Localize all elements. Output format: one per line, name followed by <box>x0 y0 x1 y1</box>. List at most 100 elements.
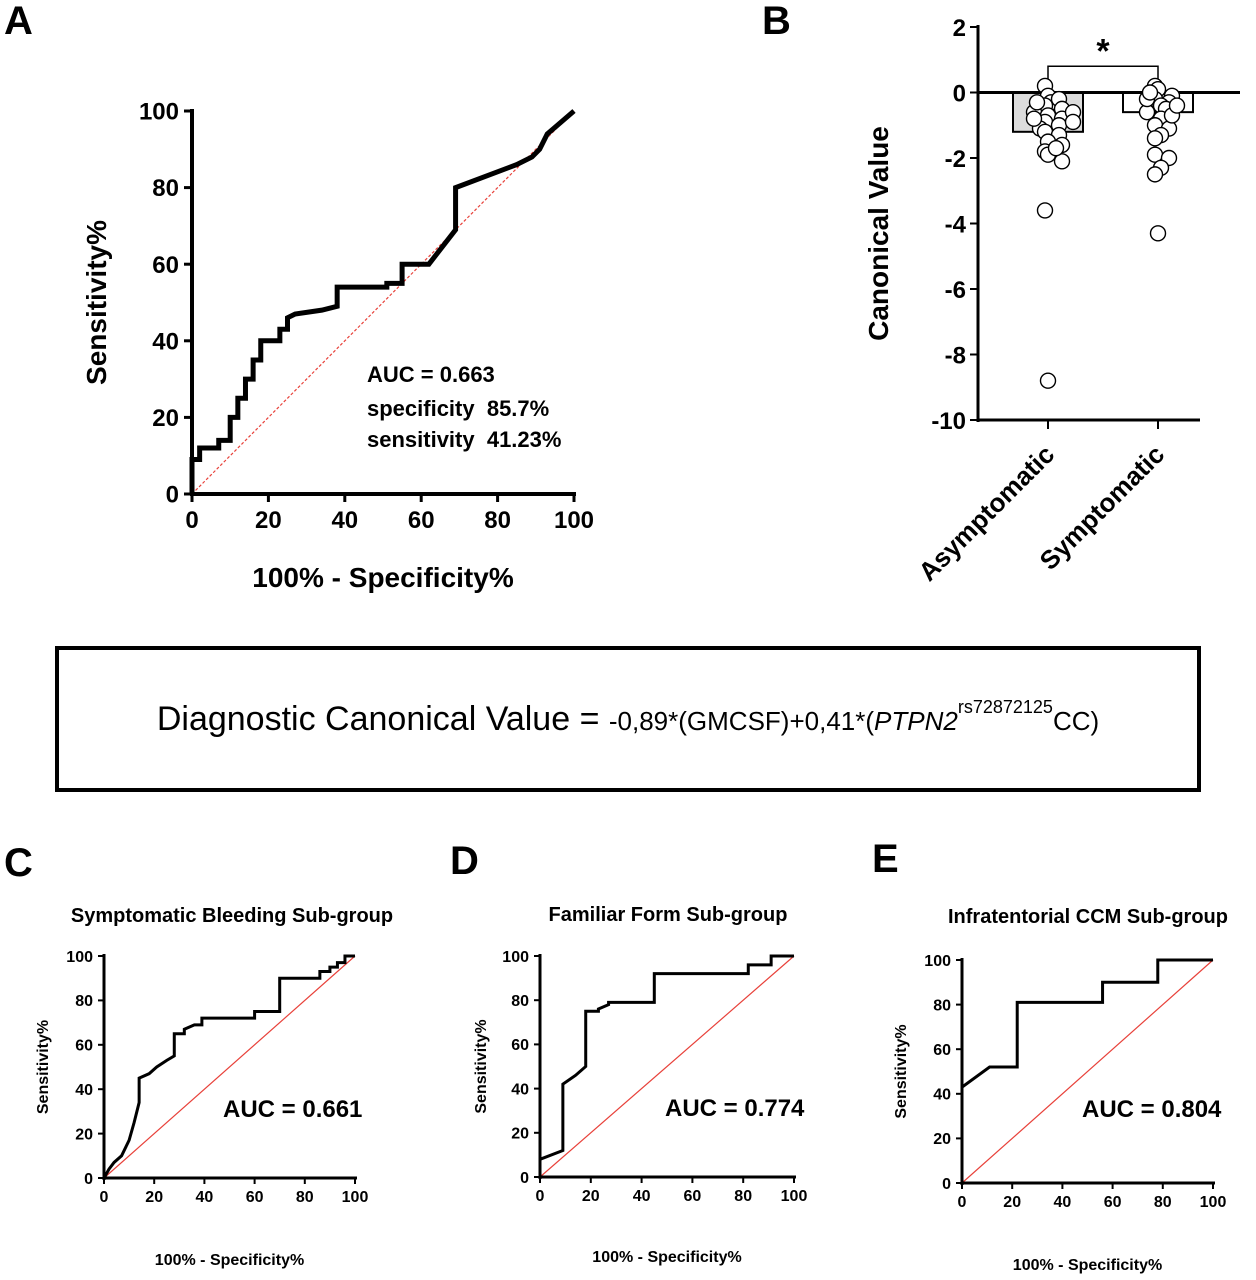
roc-curve <box>102 954 355 1179</box>
x-tick-label: 100 <box>781 1188 808 1205</box>
y-tick-label: 20 <box>511 1126 529 1143</box>
y-axis-label: Sensitivity% <box>473 1019 490 1113</box>
data-point <box>1025 110 1043 127</box>
equation-prefix: Diagnostic Canonical Value = <box>156 699 609 738</box>
y-tick-label: 20 <box>75 1126 93 1143</box>
y-tick-label: 40 <box>511 1081 529 1098</box>
x-tick-label: 100 <box>342 1189 369 1206</box>
diagonal-reference-line <box>103 955 356 1179</box>
x-tick-label: 20 <box>1003 1194 1021 1211</box>
y-tick-label: 100 <box>66 949 93 966</box>
x-category-label: Asymptomatic <box>912 439 1060 587</box>
annotation-label: AUC = 0.774 <box>665 1095 805 1122</box>
equation-gene: PTPN2 <box>874 705 958 736</box>
annotation-label: AUC = 0.804 <box>1082 1096 1222 1123</box>
y-tick-label: -10 <box>931 408 966 435</box>
x-tick-label: 60 <box>684 1188 702 1205</box>
annotation-label: specificity 85.7% <box>367 396 549 421</box>
y-axis-label: Sensitivity% <box>893 1024 910 1118</box>
x-tick-label: 80 <box>1154 1194 1172 1211</box>
chart-title: Familiar Form Sub-group <box>549 904 788 926</box>
x-tick-label: 0 <box>185 507 198 534</box>
data-point <box>1064 113 1082 131</box>
x-axis-label: 100% - Specificity% <box>155 1252 304 1269</box>
x-tick-label: 40 <box>1054 1194 1072 1211</box>
roc-chart-e: 0 20 40 60 80 100 0 20 40 60 80 100 100% - Specifici… <box>893 906 1228 1274</box>
x-tick-label: 0 <box>958 1194 967 1211</box>
x-tick-label: 80 <box>296 1189 314 1206</box>
annotation-label: AUC = 0.663 <box>367 362 495 387</box>
y-tick-label: 100 <box>924 953 951 970</box>
y-tick-label: -4 <box>945 212 967 239</box>
x-tick-label: 100 <box>554 507 594 534</box>
y-tick-label: 40 <box>152 328 179 355</box>
significance-star: * <box>1096 32 1110 70</box>
y-tick-label: 80 <box>152 175 179 202</box>
y-tick-label: 100 <box>502 949 529 966</box>
x-tick-label: 60 <box>246 1189 264 1206</box>
x-axis-label: 100% - Specificity% <box>1013 1257 1162 1274</box>
y-tick-label: 40 <box>933 1087 951 1104</box>
y-tick-label: 20 <box>933 1131 951 1148</box>
data-point <box>1028 94 1046 111</box>
panel-letter-c: C <box>4 841 33 885</box>
x-tick-label: 100 <box>1200 1194 1227 1211</box>
y-axis-label: Sensitivity% <box>35 1020 52 1114</box>
y-tick-label: 60 <box>75 1038 93 1055</box>
y-tick-label: -2 <box>945 146 966 173</box>
y-axis-label: Canonical Value <box>863 126 894 341</box>
panel-letter-e: E <box>872 837 899 881</box>
x-axis-label: 100% - Specificity% <box>252 562 514 593</box>
data-point <box>1053 153 1071 170</box>
roc-curve <box>960 958 1213 1183</box>
y-tick-label: 0 <box>84 1171 93 1188</box>
roc-chart-c: 0 20 40 60 80 100 0 20 40 60 80 100 100% - Specifici… <box>35 905 393 1269</box>
data-point <box>1141 84 1159 101</box>
y-tick-label: 80 <box>75 993 93 1010</box>
roc-chart-d: 0 20 40 60 80 100 0 20 40 60 80 100 100% - Specifici… <box>473 904 807 1266</box>
data-point <box>1146 166 1164 183</box>
annotation-label: AUC = 0.661 <box>223 1096 362 1123</box>
x-tick-label: 20 <box>582 1188 600 1205</box>
equation-genotype: CC) <box>1052 705 1100 736</box>
roc-curve <box>538 954 794 1177</box>
data-point <box>1047 139 1065 157</box>
x-tick-label: 0 <box>536 1188 545 1205</box>
x-tick-label: 40 <box>331 507 358 534</box>
x-tick-label: 20 <box>145 1189 163 1206</box>
y-tick-label: 80 <box>933 997 951 1014</box>
chart-title: Symptomatic Bleeding Sub-group <box>71 905 393 927</box>
y-tick-label: 60 <box>933 1042 951 1059</box>
data-point <box>1168 97 1186 114</box>
data-point <box>1149 225 1167 242</box>
equation-box: Diagnostic Canonical Value = -0,89*(GMCS… <box>55 646 1201 792</box>
x-tick-label: 40 <box>196 1189 214 1206</box>
y-tick-label: 100 <box>139 99 179 126</box>
x-axis-label: 100% - Specificity% <box>592 1249 741 1266</box>
y-axis-label: Sensitivity% <box>81 220 112 385</box>
x-tick-label: 0 <box>100 1189 109 1206</box>
y-tick-label: 80 <box>511 993 529 1010</box>
scatter-chart-b: 20-2-4-6-8-10AsymptomaticSymptomaticCano… <box>863 15 1240 587</box>
diagonal-reference-line <box>961 959 1214 1184</box>
roc-curve <box>189 109 576 494</box>
y-tick-label: 60 <box>152 252 179 279</box>
x-tick-label: 80 <box>484 507 511 534</box>
y-tick-label: 40 <box>75 1082 93 1099</box>
panel-letter-b: B <box>762 0 791 43</box>
equation-coefficients: -0,89*(GMCSF)+0,41*( <box>608 705 875 736</box>
diagonal-reference-line <box>191 110 575 495</box>
x-tick-label: 40 <box>633 1188 651 1205</box>
chart-title: Infratentorial CCM Sub-group <box>948 906 1228 928</box>
x-tick-label: 60 <box>1104 1194 1122 1211</box>
y-tick-label: 60 <box>511 1037 529 1054</box>
x-tick-label: 80 <box>734 1188 752 1205</box>
y-tick-label: 0 <box>166 482 179 509</box>
equation-text: Diagnostic Canonical Value = -0,89*(GMCS… <box>156 697 1100 739</box>
x-tick-label: 20 <box>255 507 282 534</box>
y-tick-label: -6 <box>945 277 966 304</box>
annotation-label: sensitivity 41.23% <box>367 427 561 452</box>
roc-chart-a: 0 20 40 60 80 100 0 20 40 60 80 100 100% - Specifici… <box>81 99 594 593</box>
y-tick-label: -8 <box>945 343 966 370</box>
